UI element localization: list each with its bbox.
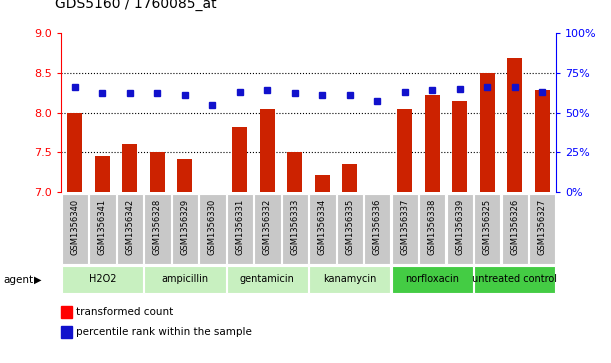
Bar (172, 194, 198, 264)
Text: agent: agent (3, 274, 33, 285)
Text: GSM1356325: GSM1356325 (483, 199, 492, 255)
Bar (287, 152, 302, 192)
Bar (254, 194, 280, 264)
Text: GSM1356327: GSM1356327 (538, 199, 547, 255)
Bar (309, 194, 335, 264)
Bar (480, 73, 495, 192)
Text: GSM1356331: GSM1356331 (235, 199, 244, 255)
Bar (117, 194, 143, 264)
Bar (282, 194, 308, 264)
Bar (150, 152, 165, 192)
Bar (89, 194, 115, 264)
Bar (62, 266, 143, 293)
Bar (425, 95, 440, 192)
Bar (474, 266, 555, 293)
Bar (419, 194, 445, 264)
Bar (392, 194, 418, 264)
Bar (535, 90, 550, 192)
Text: GSM1356335: GSM1356335 (345, 199, 354, 255)
Bar (447, 194, 473, 264)
Bar (309, 266, 390, 293)
Text: H2O2: H2O2 (89, 274, 116, 284)
Text: GSM1356334: GSM1356334 (318, 199, 327, 255)
Text: GSM1356330: GSM1356330 (208, 199, 217, 255)
Bar (144, 266, 225, 293)
Bar (452, 101, 467, 192)
Text: ampicillin: ampicillin (161, 274, 208, 284)
Bar (177, 159, 192, 192)
Bar (95, 156, 110, 192)
Text: GSM1356342: GSM1356342 (125, 199, 134, 255)
Text: GSM1356339: GSM1356339 (455, 199, 464, 255)
Bar (315, 175, 330, 192)
Text: norfloxacin: norfloxacin (405, 274, 459, 284)
Bar (529, 194, 555, 264)
Text: GSM1356337: GSM1356337 (400, 199, 409, 256)
Bar (122, 144, 137, 192)
Bar (474, 194, 500, 264)
Text: GSM1356340: GSM1356340 (70, 199, 79, 255)
Bar (260, 109, 275, 192)
Text: GDS5160 / 1760085_at: GDS5160 / 1760085_at (55, 0, 217, 11)
Text: GSM1356328: GSM1356328 (153, 199, 162, 255)
Bar (342, 164, 357, 192)
Text: GSM1356341: GSM1356341 (98, 199, 107, 255)
Bar (199, 194, 225, 264)
Bar (62, 194, 88, 264)
Text: ▶: ▶ (34, 274, 41, 285)
Bar (392, 266, 473, 293)
Bar (364, 194, 390, 264)
Bar (337, 194, 363, 264)
Bar (67, 113, 82, 192)
Bar (232, 127, 247, 192)
Text: GSM1356332: GSM1356332 (263, 199, 272, 255)
Text: untreated control: untreated control (472, 274, 557, 284)
Text: transformed count: transformed count (76, 307, 174, 317)
Text: GSM1356338: GSM1356338 (428, 199, 437, 256)
Text: percentile rank within the sample: percentile rank within the sample (76, 327, 252, 337)
Text: GSM1356329: GSM1356329 (180, 199, 189, 255)
Bar (227, 194, 253, 264)
Bar (507, 58, 522, 192)
Bar (144, 194, 170, 264)
Bar (397, 109, 412, 192)
Text: gentamicin: gentamicin (240, 274, 295, 284)
Text: GSM1356326: GSM1356326 (510, 199, 519, 255)
Bar (502, 194, 528, 264)
Text: kanamycin: kanamycin (323, 274, 376, 284)
Bar (227, 266, 308, 293)
Text: GSM1356333: GSM1356333 (290, 199, 299, 256)
Text: GSM1356336: GSM1356336 (373, 199, 382, 256)
